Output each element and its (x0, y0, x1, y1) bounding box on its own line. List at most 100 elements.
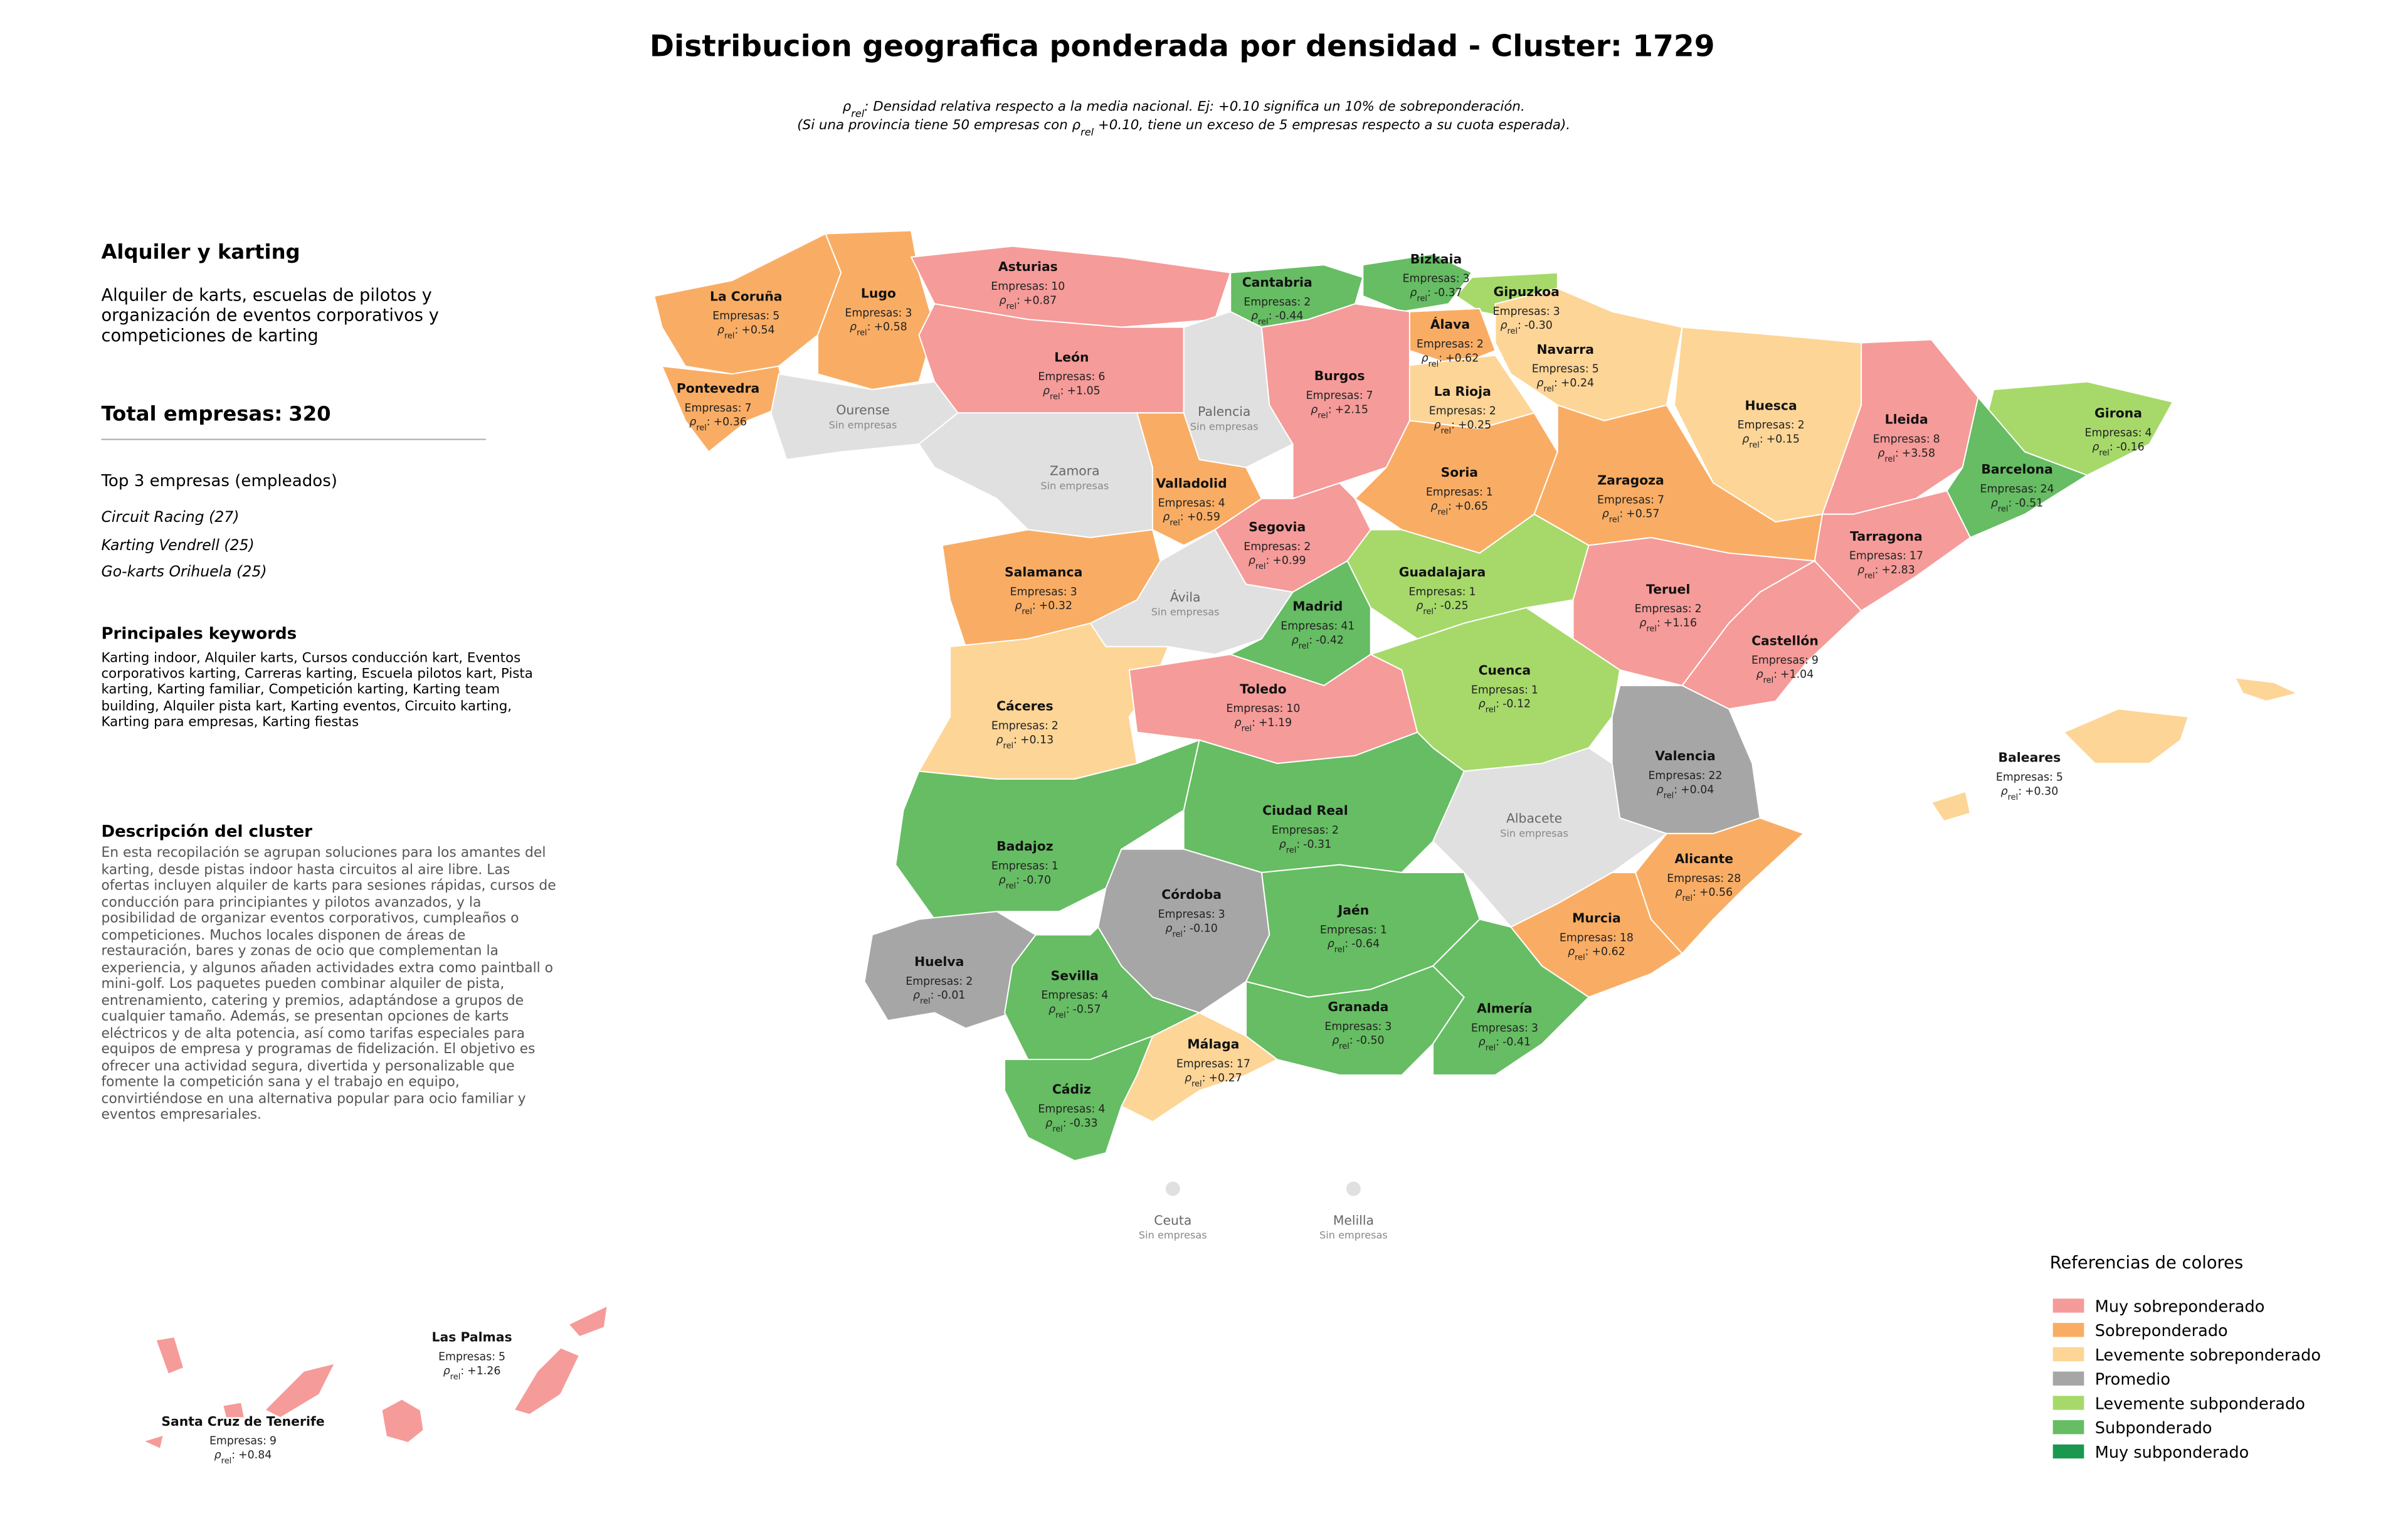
province-empresas: Empresas: 6 (1038, 371, 1105, 383)
province-shape (1164, 1180, 1181, 1197)
total-label: Total empresas: (101, 402, 282, 426)
province-label: Lleida Empresas: 8 ρrel: +3.58 (1873, 412, 1940, 464)
province-shape (918, 412, 1154, 538)
empresas-value: 1 (1052, 860, 1059, 873)
total: Total empresas: 320 (101, 402, 330, 426)
rho-value: +0.99 (1272, 554, 1306, 567)
rho-value: -0.64 (1351, 938, 1380, 950)
province-name: León (1054, 349, 1089, 364)
rho-value: -0.41 (1502, 1036, 1531, 1049)
province-name: Girona (2094, 406, 2142, 421)
rho-sub: rel (2008, 792, 2019, 802)
province-rho: ρrel: +0.30 (2001, 785, 2059, 802)
province-rho: ρrel: +0.15 (1742, 433, 1800, 450)
rho-sub: rel (920, 997, 931, 1006)
empresas-value: 7 (1657, 494, 1664, 506)
rho-sub: rel (1438, 507, 1449, 517)
rho-sub: rel (1172, 930, 1183, 939)
rho-sub: rel (1022, 607, 1032, 617)
province-rho: ρrel: -0.33 (1045, 1117, 1097, 1133)
province-rho: ρrel: -0.16 (2092, 441, 2144, 458)
province-name: Teruel (1646, 581, 1690, 597)
empresas-value: 10 (1286, 703, 1300, 715)
province-name: Soria (1441, 465, 1478, 480)
province-empresas: Empresas: 7 (1306, 390, 1373, 402)
rho-sep: : (1265, 554, 1269, 567)
rho-symbol: ρ (1675, 886, 1682, 899)
rho-symbol: ρ (1536, 377, 1543, 390)
rho-sub: rel (1507, 327, 1518, 336)
title: Distribucion geografica ponderada por de… (650, 29, 1715, 63)
province-shape (263, 1362, 336, 1419)
province-shape (1930, 790, 1972, 822)
subtitle-line: ρrel: Densidad relativa respecto a la me… (843, 98, 1525, 119)
province-rho: ρrel: -0.70 (999, 874, 1051, 891)
province-name: La Coruña (710, 289, 783, 304)
province-empresas: Empresas: 2 (1738, 419, 1805, 432)
empresas-value: 5 (499, 1350, 505, 1363)
province-rho: ρrel: -0.50 (1332, 1034, 1384, 1051)
province-shape (2234, 677, 2300, 702)
province-shape (513, 1347, 581, 1416)
empresas-label: Empresas: (1426, 486, 1483, 499)
empresas-value: 17 (1237, 1058, 1250, 1070)
province-empresas: Empresas: 4 (2084, 427, 2152, 440)
province-name: Granada (1328, 999, 1388, 1014)
province-rho: ρrel: -0.42 (1292, 634, 1344, 651)
rho-value: +2.83 (1882, 564, 1915, 576)
rho-symbol: ρ (1279, 838, 1286, 851)
rho-symbol: ρ (1422, 352, 1428, 364)
empresas-label: Empresas: (2084, 427, 2141, 440)
rho-sub: rel (1864, 571, 1875, 581)
rho-sep: : (1585, 946, 1589, 958)
province-rho: ρrel: +0.84 (214, 1449, 272, 1466)
empresas-label: Empresas: (1873, 433, 1930, 445)
province-name: Burgos (1314, 368, 1365, 383)
rho-value: +1.26 (467, 1365, 500, 1377)
province-empresas: Empresas: 1 (1409, 586, 1476, 598)
rho-sep: : (1448, 500, 1452, 512)
province-rho: ρrel: +0.25 (1434, 419, 1491, 436)
rho-sub: rel (1417, 294, 1427, 303)
empresas-value: 9 (1812, 654, 1819, 667)
rho-value: +0.15 (1766, 433, 1800, 445)
empresas-value: 2 (1332, 824, 1339, 837)
empresas-label: Empresas: (1306, 390, 1363, 402)
subtitle-part: rel (851, 107, 865, 119)
province-empresas: Empresas: 1 (1426, 486, 1493, 499)
rho-symbol: ρ (1311, 403, 1318, 416)
province-shape (567, 1304, 608, 1338)
province-rho: ρrel: +0.54 (717, 324, 775, 341)
province-name: Zaragoza (1597, 473, 1664, 488)
province-empresas: Empresas: 2 (1417, 338, 1484, 351)
rho-sub: rel (1339, 1042, 1349, 1051)
province-empresas: Empresas: 17 (1849, 550, 1923, 563)
rho-sep: : (1773, 669, 1777, 681)
empresas-value: 10 (1051, 280, 1065, 293)
no-data-label: Sin empresas (1500, 827, 1568, 839)
subtitle-part: rel (1080, 126, 1094, 138)
rho-value: -0.51 (2015, 497, 2043, 509)
rho-sub: rel (1050, 392, 1060, 401)
legend-label: Muy subponderado (2095, 1443, 2249, 1462)
province-name: Huelva (914, 954, 964, 969)
rho-value: +0.65 (1455, 500, 1488, 512)
empresas-label: Empresas: (1667, 873, 1724, 885)
legend-label: Promedio (2095, 1371, 2170, 1389)
empresas-label: Empresas: (1560, 931, 1617, 944)
province-label: Toledo Empresas: 10 ρrel: +1.19 (1226, 681, 1300, 733)
rho-sub: rel (1191, 1079, 1202, 1088)
empresas-label: Empresas: (1226, 703, 1283, 715)
province-rho: ρrel: +0.87 (999, 294, 1057, 310)
empresas-label: Empresas: (685, 402, 742, 415)
rho-symbol: ρ (1657, 783, 1664, 796)
province-empresas: Empresas: 7 (685, 402, 752, 415)
rho-symbol: ρ (2001, 785, 2008, 798)
rho-sub: rel (1609, 515, 1620, 524)
